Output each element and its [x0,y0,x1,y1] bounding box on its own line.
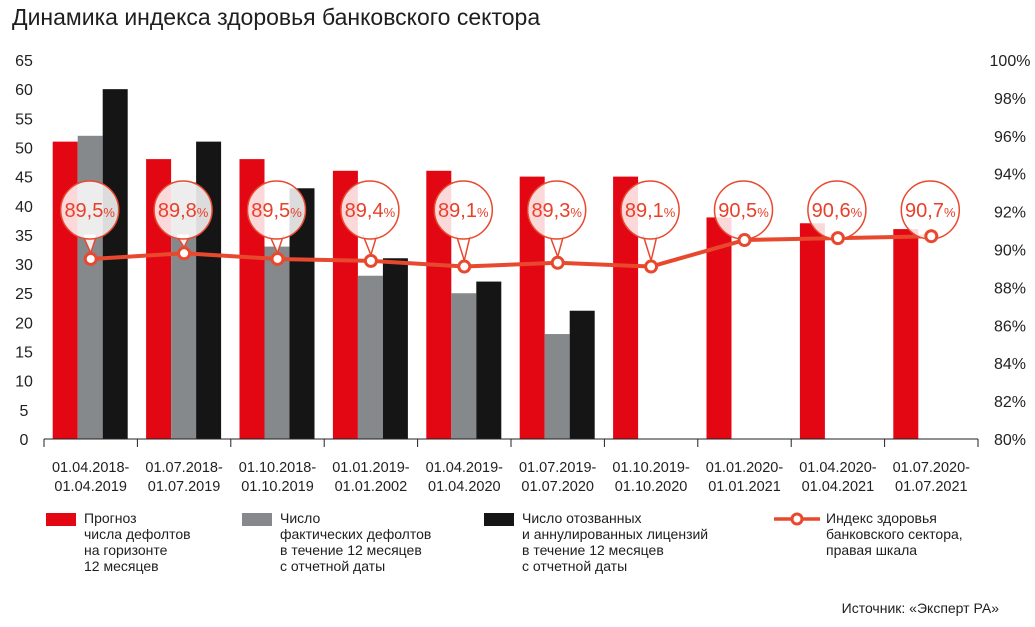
right-axis-tick: 88% [994,280,1026,297]
bar-revoked-licenses [476,281,502,439]
bar-actual-defaults [451,293,477,439]
x-axis-label: 01.04.2020-01.04.2021 [799,460,877,495]
left-axis-tick: 25 [15,286,33,303]
x-axis-label: 01.07.2019-01.07.2020 [519,460,597,495]
right-axis-tick: 96% [994,129,1026,146]
bar-actual-defaults [264,246,290,439]
health-index-point [177,246,192,261]
chart-title: Динамика индекса здоровья банковского се… [12,4,541,30]
data-label: 89,5% [64,200,115,222]
left-axis-tick: 35 [15,228,33,245]
data-label: 90,7% [905,200,956,222]
health-index-point [550,255,565,270]
label-bubble [526,180,587,240]
legend-label-health-index: Индекс здоровья банковского сектора, пра… [826,510,963,558]
health-index-point [270,251,285,266]
bar-revoked-licenses [102,89,128,440]
data-label: 89,5% [251,200,302,222]
label-bubble [246,180,307,240]
data-label: 90,5% [718,200,769,222]
left-axis-tick: 5 [20,403,29,420]
left-axis-tick: 15 [15,345,33,362]
legend-swatch-actual-defaults [242,513,272,526]
bar-forecast [893,229,919,439]
x-axis-label: 01.07.2020-01.07.2021 [893,460,971,495]
label-bubble [340,180,400,240]
legend-swatch-forecast [46,513,76,526]
right-axis-tick: 90% [994,243,1026,260]
bar-actual-defaults [357,275,383,439]
legend-label-actual-defaults: Число фактических дефолтов в течение 12 … [280,510,432,574]
health-index-point [737,233,752,248]
legend-swatch-health-index [774,512,820,526]
left-axis-tick: 40 [15,199,33,216]
x-axis-label: 01.01.2019-01.01.2002 [332,460,410,495]
health-index-point [457,259,472,274]
x-axis-label: 01.10.2019-01.10.2020 [612,460,690,495]
source-note: Источник: «Эксперт РА» [841,600,999,616]
left-axis-tick: 0 [20,432,29,449]
health-index-point [830,231,845,246]
data-label: 89,1% [438,200,489,222]
health-index-line [90,234,932,269]
left-axis-tick: 50 [15,140,33,157]
health-index-point [363,253,378,268]
right-axis-tick: 84% [994,356,1026,373]
x-axis-label: 01.07.2018-01.07.2019 [145,460,223,495]
health-index-point [644,259,659,274]
right-axis-tick: 82% [994,394,1026,411]
health-index-point [924,229,939,244]
legend-swatch-revoked-licenses [484,513,514,526]
bar-revoked-licenses [569,310,595,439]
health-index-point [83,251,98,266]
bar-revoked-licenses [382,258,408,439]
bar-forecast [799,223,825,439]
label-bubble [153,180,213,240]
left-axis-tick: 30 [15,257,33,274]
left-axis-tick: 60 [15,82,33,99]
data-label: 89,1% [625,200,676,222]
right-axis-tick: 98% [994,91,1026,108]
right-axis-tick: 92% [994,205,1026,222]
left-axis-tick: 20 [15,315,33,332]
x-axis-label: 01.10.2018-01.10.2019 [239,460,317,495]
label-bubble [620,180,680,240]
left-axis-tick: 45 [15,170,33,187]
data-label: 89,3% [531,200,582,222]
right-axis-tick: 80% [994,432,1026,449]
left-axis-tick: 10 [15,374,33,391]
left-axis-tick: 55 [15,111,33,128]
x-axis-label: 01.01.2020-01.01.2021 [706,460,784,495]
label-bubble [59,180,120,240]
legend-label-forecast: Прогноз числа дефолтов на горизонте 12 м… [84,510,191,574]
x-axis-label: 01.04.2019-01.04.2020 [426,460,504,495]
data-label: 89,8% [158,200,209,222]
right-axis-tick: 100% [990,53,1031,70]
data-label: 89,4% [345,200,396,222]
legend-label-revoked-licenses: Число отозванных и аннулированных лиценз… [522,510,709,574]
label-bubble [433,180,494,240]
bar-actual-defaults [544,334,570,439]
x-axis-label: 01.04.2018-01.04.2019 [52,460,130,495]
data-label: 90,6% [812,200,863,222]
right-axis-tick: 94% [994,167,1026,184]
left-axis-tick: 65 [15,53,33,70]
right-axis-tick: 86% [994,318,1026,335]
bar-forecast [706,217,732,439]
